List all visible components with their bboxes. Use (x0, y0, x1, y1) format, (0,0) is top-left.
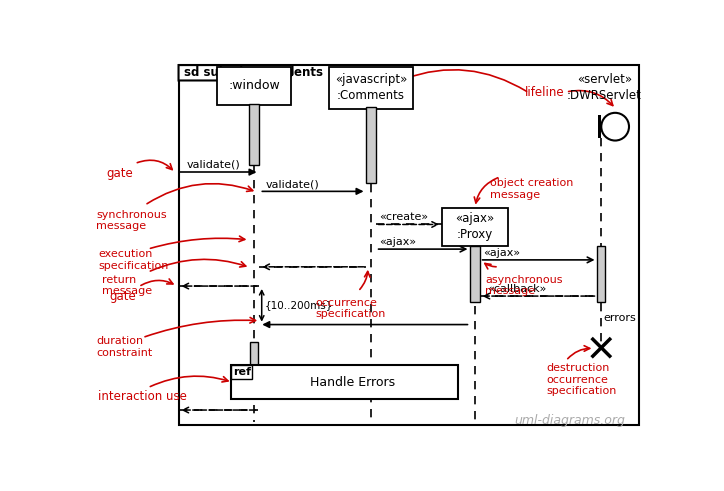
Text: «ajax»: «ajax» (379, 237, 416, 247)
Text: «javascript»
:Comments: «javascript» :Comments (335, 73, 407, 102)
Text: validate(): validate() (186, 160, 240, 170)
Text: occurrence
specification: occurrence specification (315, 298, 385, 319)
Bar (248, 104, 259, 165)
Circle shape (601, 113, 629, 140)
Bar (231, 365, 458, 399)
Polygon shape (179, 65, 292, 81)
Text: validate(): validate() (266, 179, 319, 189)
Text: «ajax»: «ajax» (484, 247, 521, 258)
Bar (598, 115, 601, 138)
Text: «callback»: «callback» (487, 284, 547, 294)
Text: :window: :window (228, 80, 280, 92)
Text: synchronous
message: synchronous message (96, 210, 167, 231)
Text: {10..200ms}: {10..200ms} (265, 300, 333, 310)
Bar (366, 108, 376, 183)
Bar (442, 208, 508, 246)
Text: duration
constraint: duration constraint (96, 336, 153, 358)
Text: «ajax»
:Proxy: «ajax» :Proxy (455, 212, 494, 241)
Text: ref: ref (232, 367, 251, 377)
Text: uml-diagrams.org: uml-diagrams.org (514, 414, 625, 427)
Text: execution
specification: execution specification (98, 249, 169, 271)
Bar (329, 67, 413, 109)
Text: interaction use: interaction use (98, 390, 188, 403)
Bar (471, 246, 479, 302)
Text: object creation
message: object creation message (490, 178, 574, 200)
Text: asynchronous
message: asynchronous message (485, 274, 563, 296)
Text: gate: gate (109, 290, 136, 303)
Text: Handle Errors: Handle Errors (310, 376, 395, 389)
Text: «servlet»
:DWRServlet: «servlet» :DWRServlet (567, 73, 641, 102)
Text: sd submit_comments: sd submit_comments (184, 66, 323, 79)
Text: errors: errors (604, 313, 636, 323)
Bar (217, 67, 291, 105)
Bar (251, 342, 258, 365)
Text: destruction
occurrence
specification: destruction occurrence specification (547, 363, 617, 396)
Text: «create»: «create» (379, 212, 429, 222)
Bar (231, 365, 253, 379)
Text: return
message: return message (101, 274, 151, 296)
Text: gate: gate (106, 167, 133, 180)
Bar (597, 246, 605, 302)
Text: lifeline: lifeline (524, 85, 564, 99)
Bar (179, 65, 639, 425)
